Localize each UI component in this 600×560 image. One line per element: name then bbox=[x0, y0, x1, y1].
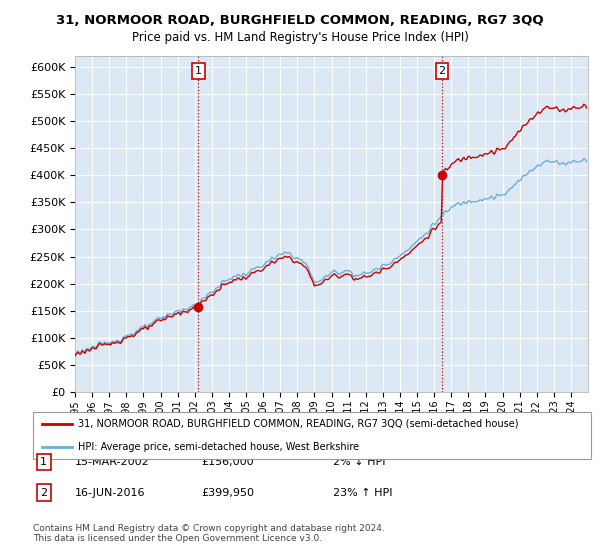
Text: 16-JUN-2016: 16-JUN-2016 bbox=[75, 488, 146, 498]
Text: 1: 1 bbox=[195, 66, 202, 76]
Text: 15-MAR-2002: 15-MAR-2002 bbox=[75, 457, 150, 467]
Text: 2% ↓ HPI: 2% ↓ HPI bbox=[333, 457, 386, 467]
Text: Price paid vs. HM Land Registry's House Price Index (HPI): Price paid vs. HM Land Registry's House … bbox=[131, 31, 469, 44]
Text: Contains HM Land Registry data © Crown copyright and database right 2024.
This d: Contains HM Land Registry data © Crown c… bbox=[33, 524, 385, 543]
Text: £399,950: £399,950 bbox=[201, 488, 254, 498]
Text: 31, NORMOOR ROAD, BURGHFIELD COMMON, READING, RG7 3QQ (semi-detached house): 31, NORMOOR ROAD, BURGHFIELD COMMON, REA… bbox=[78, 419, 518, 429]
Text: 31, NORMOOR ROAD, BURGHFIELD COMMON, READING, RG7 3QQ: 31, NORMOOR ROAD, BURGHFIELD COMMON, REA… bbox=[56, 14, 544, 27]
Text: HPI: Average price, semi-detached house, West Berkshire: HPI: Average price, semi-detached house,… bbox=[78, 442, 359, 452]
Text: 23% ↑ HPI: 23% ↑ HPI bbox=[333, 488, 392, 498]
Text: 2: 2 bbox=[439, 66, 445, 76]
Text: £156,000: £156,000 bbox=[201, 457, 254, 467]
Text: 1: 1 bbox=[40, 457, 47, 467]
Text: 2: 2 bbox=[40, 488, 47, 498]
